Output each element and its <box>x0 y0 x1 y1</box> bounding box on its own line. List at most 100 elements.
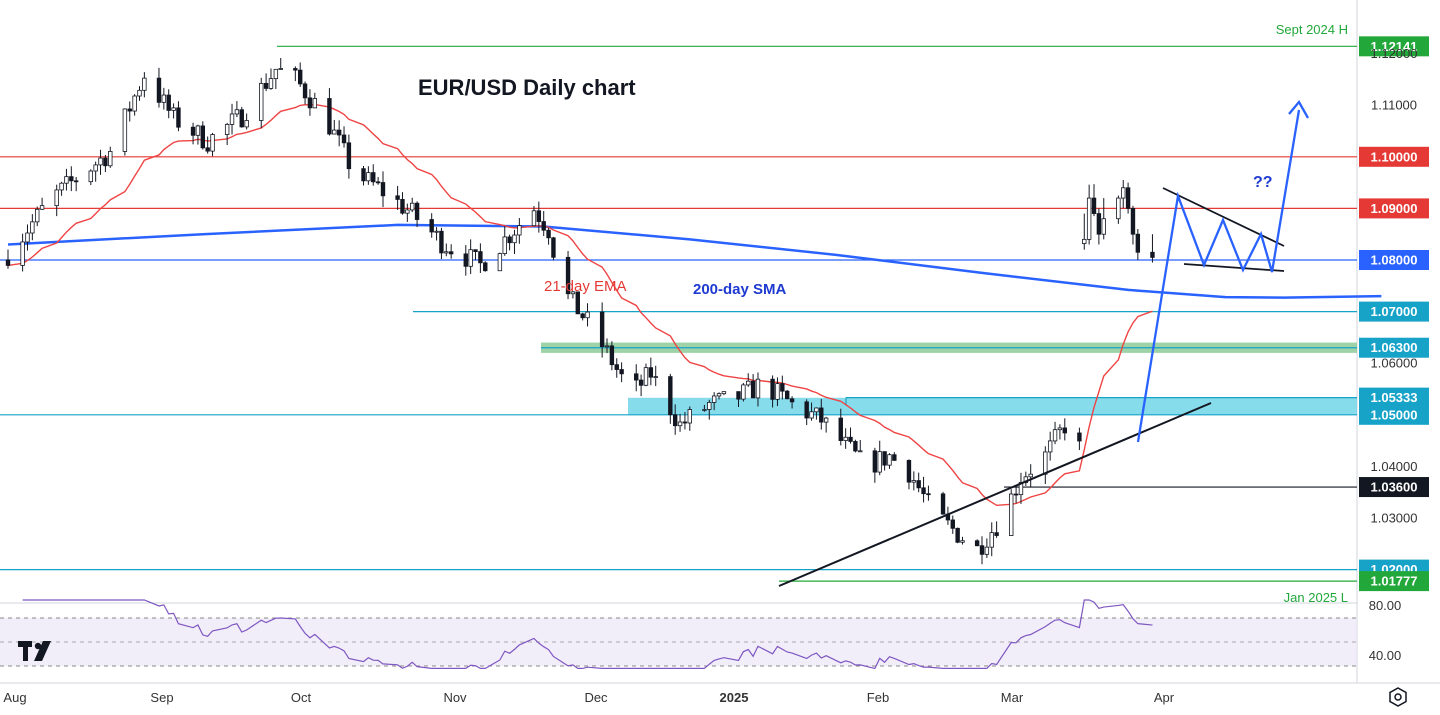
candle-body <box>1086 197 1092 240</box>
candle-body <box>297 69 303 85</box>
projection-path <box>1136 109 1301 443</box>
candle-body <box>1043 451 1048 475</box>
candle-body <box>346 142 352 170</box>
candle-body <box>259 82 264 121</box>
candle-body <box>371 172 376 183</box>
candle-body <box>531 210 537 227</box>
candle-body <box>668 376 673 416</box>
sma-200-line <box>7 223 1382 299</box>
price-tag-label: 1.06300 <box>1371 340 1418 355</box>
price-tag-1.01777 <box>1359 571 1429 592</box>
candle-body <box>785 390 790 400</box>
x-tick-label: Feb <box>867 690 889 705</box>
candle-body <box>205 147 210 152</box>
candle-body <box>1101 218 1106 235</box>
price-tag-1.05333 <box>1359 387 1429 408</box>
candle-body <box>736 391 741 400</box>
candle-body <box>444 251 449 254</box>
candle-body <box>332 129 337 135</box>
candle-body <box>263 82 269 89</box>
candle-body <box>502 236 507 255</box>
candle-body <box>1028 473 1033 478</box>
candle-body <box>336 129 342 136</box>
candle-body <box>1013 493 1019 496</box>
candle-body <box>994 532 999 536</box>
candle-body <box>366 172 371 182</box>
candle-body <box>1077 432 1082 442</box>
candle-body <box>273 68 279 80</box>
candle-body <box>707 402 712 410</box>
price-tag-label: 1.07000 <box>1371 304 1418 319</box>
zone-1 <box>628 397 1357 415</box>
candle-body <box>512 234 517 244</box>
candle-body <box>1125 187 1131 209</box>
axes: 1.11000 1.06000 1.04000 1.03000 1.12000 Aug Se… <box>3 46 1417 705</box>
candle-body <box>1082 238 1087 244</box>
candle-body <box>1130 207 1136 235</box>
candle-body <box>819 407 824 423</box>
candle-body <box>478 251 483 264</box>
candle-body <box>429 219 434 233</box>
candle-body <box>755 378 761 399</box>
x-tick-label: Mar <box>1001 690 1024 705</box>
x-tick-label: 2025 <box>720 690 749 705</box>
candle-body <box>960 540 965 543</box>
settings-icon[interactable] <box>1389 687 1407 707</box>
candle-body <box>327 98 332 135</box>
candle-body <box>702 409 707 411</box>
candle-body <box>98 157 103 166</box>
candle-body <box>35 208 40 223</box>
candle-body <box>741 384 746 400</box>
jan-low-label: Jan 2025 L <box>1284 590 1348 605</box>
candle-body <box>293 68 298 71</box>
candle-body <box>405 209 410 214</box>
candle-body <box>176 107 181 128</box>
candle-body <box>687 409 692 424</box>
price-tag-label: 1.05333 <box>1371 390 1418 405</box>
candle-body <box>73 180 79 183</box>
candle-body <box>804 401 809 419</box>
triangle-lower-line <box>1183 263 1285 272</box>
candle-body <box>882 451 887 466</box>
annotations <box>778 99 1310 587</box>
chart-title: EUR/USD Daily chart <box>418 75 636 100</box>
candle-body <box>872 450 878 473</box>
candle-body <box>278 68 283 70</box>
sma-label: 200-day SMA <box>693 281 787 298</box>
candle-body <box>142 77 147 91</box>
candle-body <box>5 259 11 266</box>
candle-body <box>1150 251 1155 258</box>
candle-body <box>823 417 829 423</box>
candle-body <box>848 436 853 442</box>
y-tick-label: 1.11000 <box>1371 98 1417 113</box>
candle-body <box>468 249 473 267</box>
candle-body <box>483 262 488 272</box>
candle-body <box>161 94 167 103</box>
x-tick-label: Oct <box>291 690 312 705</box>
candle-body <box>1121 187 1126 199</box>
candle-body <box>634 373 639 381</box>
candle-body <box>395 195 400 200</box>
price-tag-label: 1.08000 <box>1371 253 1418 268</box>
candle-body <box>750 380 756 399</box>
candle-body <box>721 391 727 395</box>
rsi-line <box>22 599 1153 670</box>
candle-body <box>575 291 580 315</box>
candle-body <box>195 125 201 136</box>
tradingview-logo <box>18 641 51 661</box>
candle-body <box>361 168 366 182</box>
price-tag-1.06300 <box>1359 337 1429 358</box>
candle-body <box>877 451 882 473</box>
candle-body <box>536 210 542 222</box>
candle-body <box>1135 233 1141 253</box>
x-tick-label: Aug <box>3 690 26 705</box>
candle-body <box>843 436 848 441</box>
x-tick-label: Dec <box>584 690 608 705</box>
candle-body <box>224 124 230 135</box>
candle-body <box>682 421 688 424</box>
candle-body <box>122 108 128 152</box>
candle-body <box>619 369 624 375</box>
rsi-tick-label: 80.00 <box>1369 598 1402 613</box>
